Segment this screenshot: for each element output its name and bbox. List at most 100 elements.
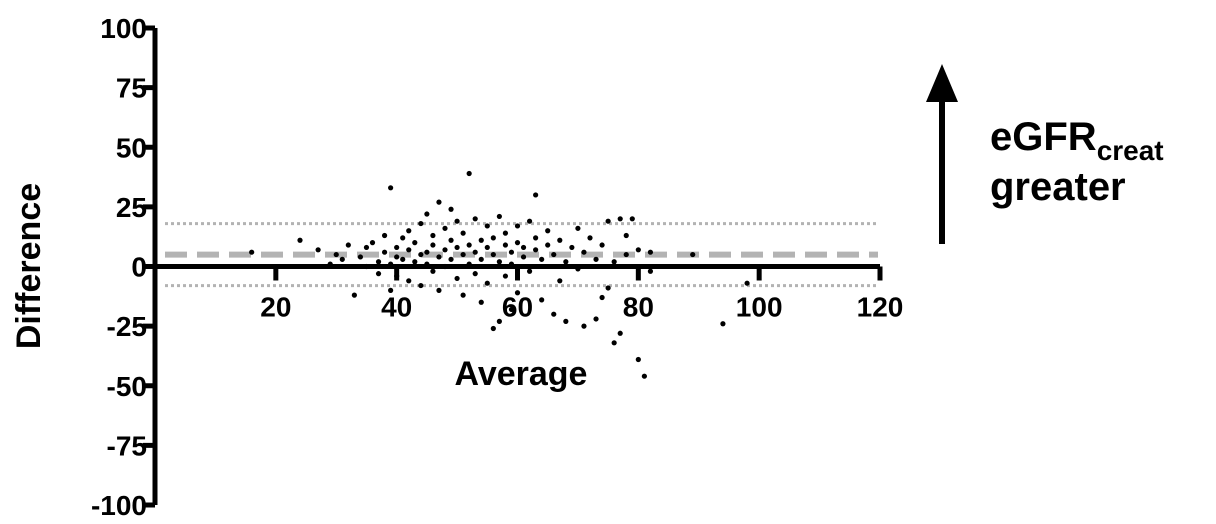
data-point bbox=[563, 259, 569, 265]
data-point bbox=[569, 244, 575, 251]
data-point bbox=[508, 306, 515, 313]
data-point bbox=[526, 218, 533, 224]
x-tick-label: 80 bbox=[623, 292, 654, 323]
data-point bbox=[520, 254, 527, 260]
data-point bbox=[466, 242, 472, 248]
data-point bbox=[605, 218, 611, 224]
data-point bbox=[381, 249, 388, 255]
data-point bbox=[611, 259, 617, 265]
data-point bbox=[460, 251, 466, 258]
data-point bbox=[557, 278, 563, 284]
data-point bbox=[545, 242, 551, 248]
data-point bbox=[297, 237, 303, 243]
data-point bbox=[430, 242, 436, 248]
data-point bbox=[551, 251, 557, 258]
y-tick-label: -100 bbox=[91, 490, 147, 521]
data-point bbox=[424, 249, 430, 255]
data-point bbox=[533, 192, 539, 198]
y-tick-label: 25 bbox=[116, 192, 147, 223]
data-point bbox=[472, 249, 478, 255]
data-point bbox=[315, 247, 321, 253]
x-tick-label: 100 bbox=[736, 292, 783, 323]
data-point bbox=[448, 206, 454, 212]
data-point bbox=[436, 254, 442, 260]
data-point bbox=[249, 249, 255, 255]
data-point bbox=[357, 254, 364, 260]
x-tick-label: 20 bbox=[260, 292, 291, 323]
x-tick-label: 120 bbox=[857, 292, 904, 323]
data-point bbox=[394, 244, 400, 251]
data-point bbox=[690, 251, 696, 258]
data-point bbox=[599, 242, 605, 248]
y-tick-label: -50 bbox=[107, 371, 147, 402]
data-point bbox=[442, 225, 448, 231]
tick-labels: 100 75 50 25 0 -25 -50 -75 -100 20 40 60 80 100 120 bbox=[91, 13, 903, 521]
data-point bbox=[502, 230, 509, 236]
data-point bbox=[514, 290, 521, 296]
data-point bbox=[508, 249, 515, 255]
data-point bbox=[454, 218, 460, 224]
data-point bbox=[520, 244, 527, 251]
data-point bbox=[484, 244, 490, 251]
data-point bbox=[333, 251, 339, 258]
data-point bbox=[617, 330, 623, 336]
data-point bbox=[448, 256, 454, 262]
data-point bbox=[533, 247, 539, 253]
data-point bbox=[502, 242, 509, 248]
data-point bbox=[526, 268, 533, 274]
data-point bbox=[496, 213, 502, 220]
data-point bbox=[412, 259, 418, 265]
y-tick-label: 50 bbox=[116, 132, 147, 163]
data-point bbox=[448, 237, 454, 243]
data-point bbox=[460, 230, 466, 236]
data-point bbox=[424, 211, 430, 217]
data-point bbox=[744, 280, 750, 286]
x-tick-label: 40 bbox=[381, 292, 412, 323]
data-point bbox=[539, 297, 545, 303]
data-point bbox=[375, 271, 382, 277]
data-point bbox=[394, 254, 400, 260]
data-point bbox=[545, 228, 551, 234]
y-axis-title: Difference bbox=[10, 183, 48, 349]
data-point bbox=[720, 321, 726, 327]
data-point bbox=[351, 292, 357, 298]
data-point bbox=[400, 235, 406, 241]
data-point bbox=[478, 256, 484, 262]
data-point bbox=[629, 216, 635, 222]
data-point bbox=[339, 256, 345, 262]
data-point bbox=[514, 240, 521, 246]
data-point bbox=[484, 280, 490, 286]
data-point bbox=[442, 247, 448, 253]
x-tick-label: 60 bbox=[502, 292, 533, 323]
y-tick-label: -25 bbox=[107, 311, 147, 342]
data-point bbox=[400, 256, 406, 262]
data-point bbox=[647, 249, 654, 255]
data-point bbox=[575, 225, 581, 231]
data-point bbox=[436, 199, 442, 205]
data-point bbox=[490, 235, 496, 241]
data-point bbox=[412, 240, 418, 246]
y-tick-label: 0 bbox=[131, 252, 147, 283]
data-point bbox=[533, 235, 539, 241]
data-point bbox=[472, 216, 478, 222]
data-point bbox=[388, 185, 394, 191]
annotation: eGFRcreat greater bbox=[926, 64, 1164, 244]
annotation-subscript: creat bbox=[1097, 135, 1164, 166]
data-point bbox=[418, 220, 424, 227]
y-tick-label: 75 bbox=[116, 73, 147, 104]
data-point bbox=[635, 247, 641, 253]
data-point bbox=[418, 282, 424, 289]
data-point bbox=[478, 237, 484, 243]
data-point bbox=[599, 294, 605, 301]
data-point bbox=[430, 232, 436, 239]
data-point bbox=[496, 318, 502, 324]
annotation-line-2: greater bbox=[990, 165, 1126, 209]
data-point bbox=[388, 287, 394, 293]
data-point bbox=[406, 247, 412, 253]
data-point bbox=[623, 232, 629, 239]
data-point bbox=[466, 170, 472, 177]
data-point bbox=[478, 299, 484, 305]
x-axis-title: Average bbox=[455, 355, 588, 393]
data-point bbox=[484, 223, 490, 229]
